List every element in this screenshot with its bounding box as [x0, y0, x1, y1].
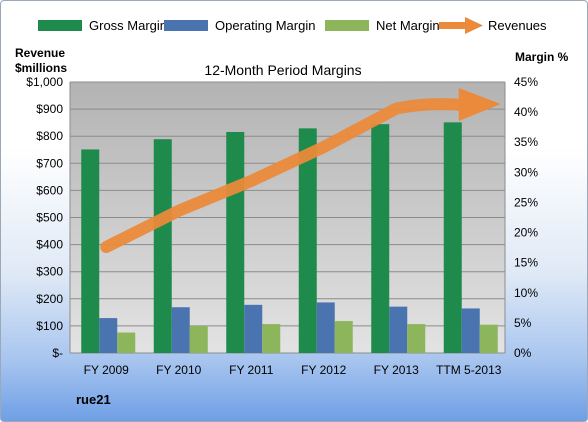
revenue-line	[100, 98, 471, 254]
right-tick-label: 25%	[514, 195, 538, 209]
left-tick-label: $300	[36, 265, 63, 279]
right-axis-label: Margin %	[515, 50, 569, 64]
bar-gross-margin	[226, 131, 245, 353]
bar-net-margin	[117, 332, 136, 353]
chart-title: 12-Month Period Margins	[204, 62, 361, 78]
x-tick-label: TTM 5-2013	[436, 363, 502, 377]
bar-operating-margin	[244, 304, 263, 353]
legend-swatch-operating-margin	[164, 20, 208, 31]
legend-swatch-gross-margin	[38, 20, 82, 31]
left-tick-label: $200	[36, 292, 63, 306]
bar-gross-margin	[298, 128, 317, 353]
left-tick-label: $-	[52, 346, 63, 360]
bar-operating-margin	[461, 308, 480, 353]
bars	[81, 122, 498, 354]
bar-net-margin	[262, 324, 281, 353]
right-tick-label: 10%	[514, 286, 538, 300]
legend-label: Net Margin	[376, 18, 440, 33]
left-tick-label: $600	[36, 183, 63, 197]
bar-net-margin	[334, 321, 353, 353]
left-tick-label: $100	[36, 319, 63, 333]
left-tick-label: $900	[36, 102, 63, 116]
right-tick-label: 45%	[514, 75, 538, 89]
right-tick-label: 5%	[514, 316, 532, 330]
bar-operating-margin	[316, 302, 335, 353]
right-tick-label: 40%	[514, 105, 538, 119]
left-axis-label-line1: Revenue	[15, 46, 65, 60]
legend: Gross Margin Operating Margin Net Margin Re…	[38, 17, 547, 34]
right-axis-ticks: 0% 5% 10% 15% 20% 25% 30% 35% 40% 45%	[514, 75, 538, 360]
legend-label: Gross Margin	[89, 18, 167, 33]
bar-operating-margin	[99, 318, 118, 353]
right-tick-label: 35%	[514, 135, 538, 149]
left-axis-label-line2: $millions	[15, 61, 67, 75]
bar-operating-margin	[171, 307, 190, 353]
x-axis-ticks: FY 2009 FY 2010 FY 2011 FY 2012 FY 2013 TTM 5…	[84, 363, 502, 377]
x-tick-label: FY 2013	[374, 363, 419, 377]
x-tick-label: FY 2012	[301, 363, 346, 377]
bar-gross-margin	[153, 139, 172, 353]
company-label: rue21	[76, 392, 111, 407]
legend-label: Revenues	[488, 18, 547, 33]
revenue-series	[100, 88, 501, 254]
left-tick-label: $500	[36, 211, 63, 225]
left-axis-ticks: $- $100 $200 $300 $400 $500 $600 $700 $800 $900 $1…	[26, 75, 63, 360]
x-tick-label: FY 2010	[156, 363, 201, 377]
left-tick-label: $800	[36, 129, 63, 143]
right-tick-label: 15%	[514, 256, 538, 270]
bar-gross-margin	[443, 122, 462, 353]
left-tick-label: $700	[36, 156, 63, 170]
bar-net-margin	[189, 325, 208, 353]
right-tick-label: 0%	[514, 346, 532, 360]
right-tick-label: 30%	[514, 165, 538, 179]
legend-swatch-revenues-head	[465, 17, 483, 34]
legend-label: Operating Margin	[215, 18, 315, 33]
bar-gross-margin	[81, 149, 100, 353]
bar-operating-margin	[389, 306, 408, 353]
legend-swatch-net-margin	[325, 20, 369, 31]
bar-net-margin	[407, 324, 426, 353]
x-tick-label: FY 2011	[229, 363, 274, 377]
bar-net-margin	[479, 324, 498, 353]
left-tick-label: $1,000	[26, 75, 63, 89]
revenue-arrowhead	[458, 88, 501, 122]
bar-gross-margin	[371, 124, 390, 354]
right-tick-label: 20%	[514, 226, 538, 240]
x-tick-label: FY 2009	[84, 363, 129, 377]
left-tick-label: $400	[36, 238, 63, 252]
